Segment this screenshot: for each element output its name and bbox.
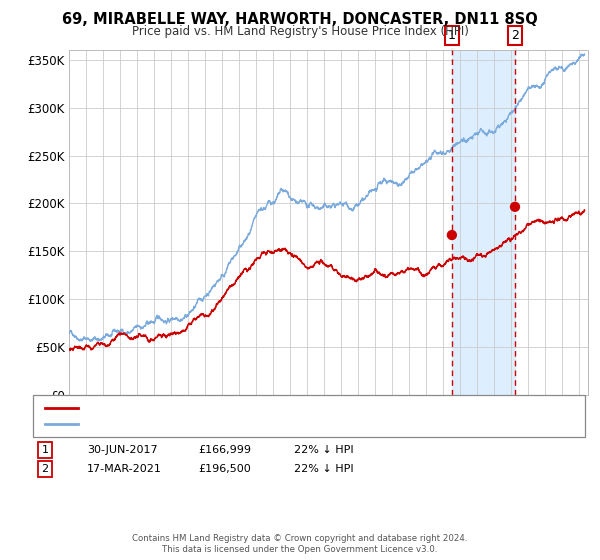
Point — [447, 231, 457, 240]
Text: Price paid vs. HM Land Registry's House Price Index (HPI): Price paid vs. HM Land Registry's House … — [131, 25, 469, 38]
Text: 69, MIRABELLE WAY, HARWORTH, DONCASTER, DN11 8SQ: 69, MIRABELLE WAY, HARWORTH, DONCASTER, … — [62, 12, 538, 27]
Text: 22% ↓ HPI: 22% ↓ HPI — [294, 464, 353, 474]
Text: 22% ↓ HPI: 22% ↓ HPI — [294, 445, 353, 455]
Text: £196,500: £196,500 — [198, 464, 251, 474]
Point — [510, 202, 520, 211]
Text: This data is licensed under the Open Government Licence v3.0.: This data is licensed under the Open Gov… — [163, 545, 437, 554]
Bar — [452, 50, 515, 395]
Text: 2: 2 — [511, 29, 519, 42]
Text: 1: 1 — [448, 29, 456, 42]
Text: 2: 2 — [41, 464, 49, 474]
Text: 17-MAR-2021: 17-MAR-2021 — [87, 464, 162, 474]
Text: 69, MIRABELLE WAY, HARWORTH, DONCASTER, DN11 8SQ (detached house): 69, MIRABELLE WAY, HARWORTH, DONCASTER, … — [85, 403, 466, 413]
Text: 1: 1 — [41, 445, 49, 455]
Text: £166,999: £166,999 — [198, 445, 251, 455]
Text: 30-JUN-2017: 30-JUN-2017 — [87, 445, 158, 455]
Text: Contains HM Land Registry data © Crown copyright and database right 2024.: Contains HM Land Registry data © Crown c… — [132, 534, 468, 543]
Text: HPI: Average price, detached house, Bassetlaw: HPI: Average price, detached house, Bass… — [85, 419, 320, 429]
